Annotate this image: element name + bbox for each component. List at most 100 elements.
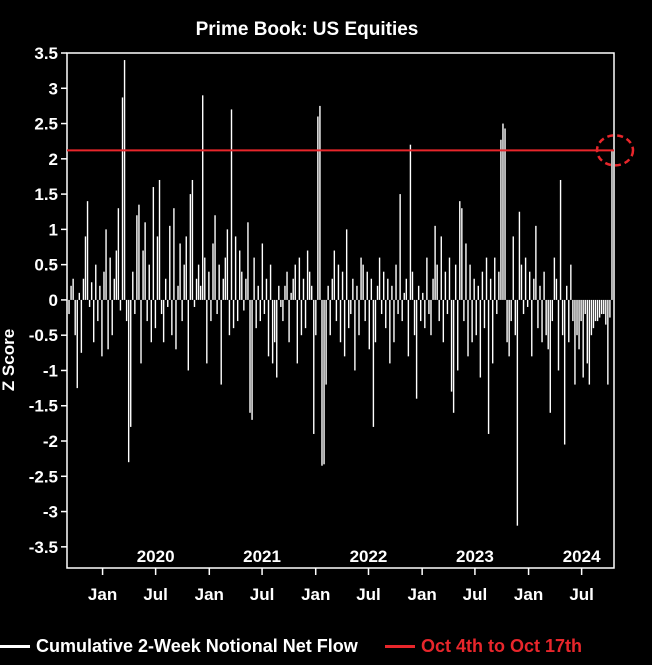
bar <box>352 278 354 300</box>
bar <box>516 299 519 526</box>
bar <box>156 236 159 300</box>
bar <box>382 271 385 300</box>
bar <box>265 278 268 300</box>
bar <box>442 299 445 343</box>
bar <box>600 299 603 315</box>
year-label: 2021 <box>243 547 281 566</box>
bar <box>181 299 183 322</box>
bar <box>276 299 278 378</box>
bar <box>125 299 128 322</box>
bar <box>115 250 118 300</box>
bar <box>504 128 506 300</box>
bar <box>99 285 101 300</box>
bar <box>187 299 190 371</box>
bar <box>543 271 545 300</box>
bar <box>607 299 609 385</box>
bar <box>162 299 165 343</box>
bar <box>210 299 212 322</box>
x-tick-label: Jul <box>250 585 275 604</box>
bar <box>603 299 605 315</box>
year-label: 2022 <box>350 547 388 566</box>
bar <box>465 243 467 300</box>
bar <box>387 278 389 300</box>
bar <box>533 278 535 300</box>
y-tick-label: -1.5 <box>29 397 58 416</box>
bar <box>411 271 414 300</box>
x-axis: Jan Jul Jan Jul Jan Jul Jan Jul Jan Jul 2020 2021 20… <box>88 547 601 604</box>
bar <box>88 299 91 307</box>
bar <box>555 278 558 300</box>
bar <box>405 278 408 300</box>
bar <box>134 299 136 315</box>
highlight-circle <box>595 134 635 167</box>
bar <box>121 97 124 300</box>
bar <box>70 285 72 300</box>
bar <box>566 285 568 300</box>
bar <box>101 299 103 357</box>
bar <box>243 299 245 311</box>
bar <box>380 299 383 315</box>
bar <box>358 299 360 336</box>
bar <box>444 271 447 300</box>
bar <box>496 299 498 315</box>
bar <box>463 299 465 322</box>
bar <box>561 299 564 336</box>
bar <box>313 299 315 434</box>
bar <box>175 299 177 350</box>
bar <box>298 257 301 300</box>
y-tick-label: 3.5 <box>34 44 58 63</box>
year-label: 2024 <box>563 547 601 566</box>
bar <box>278 285 280 300</box>
bar <box>335 299 338 322</box>
bar <box>280 299 282 307</box>
x-tick-label: Jul <box>356 585 381 604</box>
bar <box>609 299 611 318</box>
bar <box>171 299 173 336</box>
bar <box>541 299 543 343</box>
bar <box>434 225 436 300</box>
bar <box>529 271 531 300</box>
bar <box>450 299 453 392</box>
bar <box>234 236 237 300</box>
bar <box>551 299 554 322</box>
bar <box>592 299 595 329</box>
bar <box>288 299 290 343</box>
bar <box>545 299 547 336</box>
bar <box>508 299 510 357</box>
y-tick-label: 2 <box>49 150 58 169</box>
bar <box>158 179 161 300</box>
bar <box>140 299 142 364</box>
bar <box>142 250 144 300</box>
bar <box>132 271 134 300</box>
bar <box>590 299 593 336</box>
bar <box>596 299 599 322</box>
bar <box>343 299 346 357</box>
year-label: 2020 <box>137 547 175 566</box>
bar <box>448 257 451 300</box>
overlay <box>67 134 635 167</box>
y-tick-label: -2 <box>43 432 58 451</box>
bar <box>526 299 529 307</box>
bar <box>494 257 496 300</box>
bar <box>549 299 551 413</box>
bar <box>138 204 140 300</box>
bar <box>304 299 307 329</box>
bar <box>553 257 556 300</box>
bar <box>273 299 276 343</box>
bar <box>212 243 214 300</box>
bar <box>389 299 391 364</box>
bar <box>563 299 566 445</box>
bar <box>269 264 272 300</box>
bar <box>570 264 572 300</box>
x-tick-label: Jan <box>407 585 436 604</box>
bar <box>255 299 257 329</box>
bar <box>510 299 512 322</box>
bar <box>76 299 78 389</box>
bar <box>103 271 105 300</box>
bar <box>80 299 83 353</box>
bar <box>500 139 502 300</box>
bar <box>179 243 181 300</box>
legend-label-latest-period: Oct 4th to Oct 17th <box>421 636 583 656</box>
bar <box>393 299 395 343</box>
plot-area-frame <box>66 52 615 569</box>
